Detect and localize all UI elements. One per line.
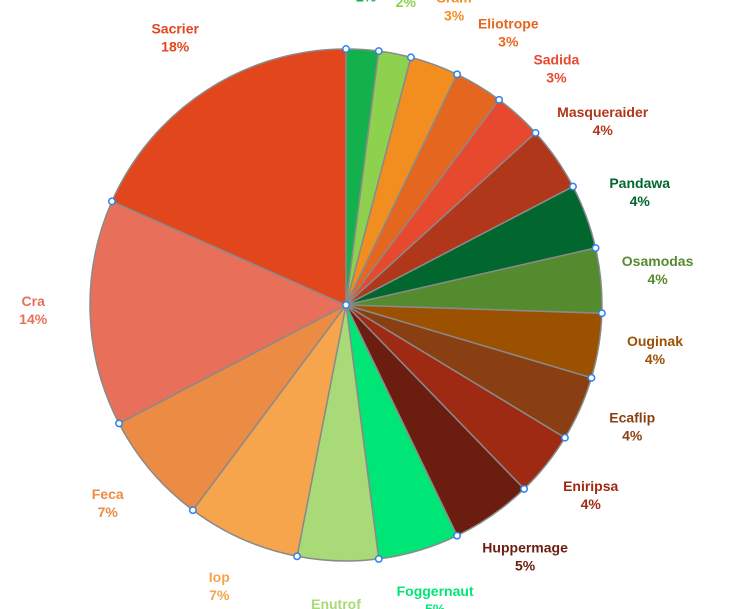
- slice-label-name: Cra: [22, 293, 46, 309]
- selection-handle[interactable]: [188, 506, 197, 515]
- pie-slice-sacrier: [111, 48, 347, 306]
- slice-label-xelor: Xelor2%: [388, 0, 424, 10]
- slice-label-value: 3%: [546, 69, 567, 85]
- slice-label-value: 4%: [622, 428, 643, 444]
- slice-label-value: 14%: [19, 311, 48, 327]
- slice-label-sadida: Sadida 3%: [533, 51, 579, 85]
- selection-handle[interactable]: [293, 552, 302, 561]
- slice-label-enutrof: Enutrof5%: [311, 596, 361, 609]
- slice-label-value: 5%: [425, 601, 446, 609]
- slice-label-sram: Sram 3%: [437, 0, 472, 23]
- slice-label-ouginak: Ouginak 4%: [627, 333, 683, 367]
- slice-label-value: 4%: [647, 271, 668, 287]
- slice-label-value: 4%: [593, 122, 614, 138]
- selection-handle[interactable]: [115, 419, 123, 428]
- slice-label-name: Sram: [437, 0, 472, 5]
- pie-slice-cra: [89, 200, 347, 425]
- slice-label-name: Masqueraider: [557, 104, 649, 120]
- slice-label-iop: Iop 7%: [209, 569, 230, 603]
- center-selection-handle[interactable]: [342, 301, 350, 309]
- slice-label-cra: Cra 14%: [19, 293, 48, 327]
- selection-handle[interactable]: [569, 182, 577, 191]
- selection-handle[interactable]: [560, 433, 569, 442]
- slice-label-pandawa: Pandawa 4%: [609, 175, 670, 209]
- slice-label-masqueraider: Masqueraider 4%: [557, 104, 649, 138]
- selection-handle[interactable]: [591, 244, 600, 252]
- selection-handle[interactable]: [531, 128, 540, 137]
- selection-handle[interactable]: [587, 373, 596, 382]
- slice-label-value: 3%: [498, 33, 519, 49]
- selection-handles-layer: [107, 45, 606, 563]
- slice-label-value: 7%: [209, 587, 230, 603]
- selection-handle[interactable]: [374, 47, 383, 56]
- slice-label-name: Ecaflip: [609, 410, 655, 426]
- selection-handle[interactable]: [495, 95, 504, 104]
- slice-label-rogue: Rogue2%: [344, 0, 388, 5]
- selection-handle[interactable]: [107, 197, 116, 206]
- slice-label-name: Eliotrope: [478, 15, 539, 31]
- slice-label-value: 4%: [630, 193, 651, 209]
- selection-handle[interactable]: [406, 53, 415, 62]
- labels-layer: Rogue2%Xelor2% Sram 3% Eliotrope 3% Sadida 3% M…: [19, 0, 693, 609]
- slice-label-name: Sadida: [533, 51, 579, 67]
- slice-label-name: Foggernaut: [397, 583, 474, 599]
- slice-label-value: 2%: [356, 0, 377, 5]
- slice-label-name: Osamodas: [622, 253, 694, 269]
- slice-label-name: Sacrier: [151, 21, 199, 37]
- selection-handle[interactable]: [453, 70, 462, 79]
- selection-handle[interactable]: [453, 531, 462, 540]
- slice-label-name: Ouginak: [627, 333, 683, 349]
- slice-label-foggernaut: Foggernaut 5%: [397, 583, 474, 609]
- slice-label-name: Enutrof: [311, 596, 361, 609]
- slice-label-value: 3%: [444, 7, 465, 23]
- slice-label-value: 2%: [396, 0, 417, 10]
- selection-handle[interactable]: [374, 554, 383, 563]
- slice-label-feca: Feca 7%: [92, 486, 124, 520]
- slice-label-osamodas: Osamodas 4%: [622, 253, 694, 287]
- slice-label-ecaflip: Ecaflip 4%: [609, 410, 655, 444]
- slice-label-sacrier: Sacrier 18%: [151, 21, 199, 55]
- slice-label-value: 7%: [98, 504, 119, 520]
- selection-handle[interactable]: [597, 309, 606, 318]
- slice-label-value: 5%: [515, 558, 536, 574]
- slice-label-name: Eniripsa: [563, 478, 618, 494]
- selection-handle[interactable]: [342, 45, 350, 53]
- slice-label-value: 4%: [645, 351, 666, 367]
- slice-label-name: Huppermage: [482, 540, 568, 556]
- slice-label-eniripsa: Eniripsa 4%: [563, 478, 618, 512]
- slice-label-name: Iop: [209, 569, 230, 585]
- slice-label-name: Pandawa: [609, 175, 670, 191]
- slice-label-name: Feca: [92, 486, 124, 502]
- slice-label-value: 4%: [581, 496, 602, 512]
- slice-label-eliotrope: Eliotrope 3%: [478, 15, 539, 49]
- slice-label-huppermage: Huppermage 5%: [482, 540, 568, 574]
- selection-handle[interactable]: [520, 484, 529, 493]
- slice-label-value: 18%: [161, 39, 190, 55]
